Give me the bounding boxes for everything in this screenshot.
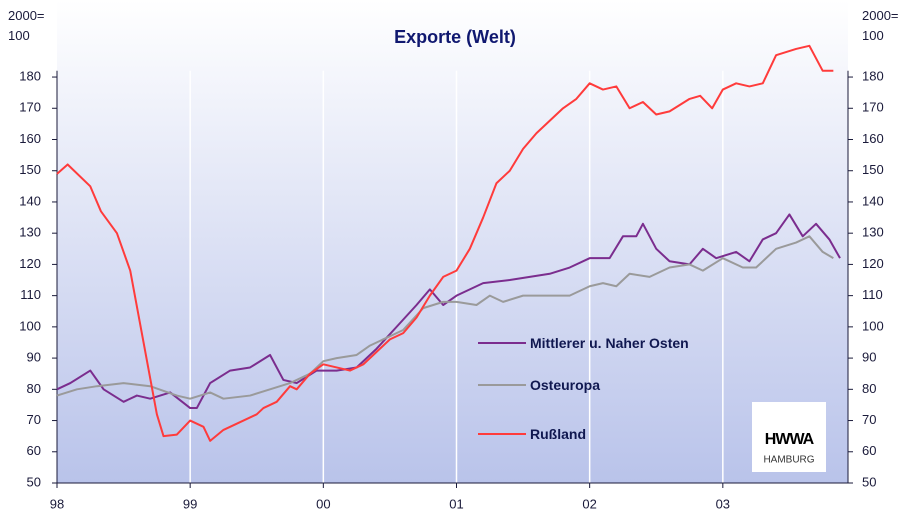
y-unit-right: 2000= 100	[862, 8, 899, 43]
y2-tick-label: 160	[862, 131, 884, 146]
y-unit-left: 2000= 100	[8, 8, 45, 43]
y-tick-label: 120	[19, 256, 41, 271]
x-tick-label: 02	[582, 496, 596, 511]
y-tick-label: 110	[20, 287, 41, 302]
y-tick-label: 60	[27, 443, 41, 458]
y-tick-label: 100	[19, 318, 41, 333]
x-tick-label: 99	[183, 496, 197, 511]
y-tick-label: 160	[19, 131, 41, 146]
y-tick-label: 150	[19, 162, 41, 177]
legend-label: Rußland	[530, 426, 586, 442]
y2-tick-label: 180	[862, 68, 884, 83]
y2-tick-label: 110	[862, 287, 883, 302]
y2-tick-label: 90	[862, 350, 876, 365]
y-tick-label: 50	[27, 474, 41, 489]
x-tick-label: 00	[316, 496, 330, 511]
series-line	[56, 44, 834, 442]
y2-tick-label: 130	[862, 225, 884, 240]
legend-label: Osteuropa	[530, 377, 601, 393]
y2-tick-label: 150	[862, 162, 884, 177]
y-tick-label: 80	[27, 381, 41, 396]
logo-subtitle: HAMBURG	[763, 455, 814, 466]
x-tick-label: 03	[716, 496, 730, 511]
y2-tick-label: 70	[862, 412, 876, 427]
y2-tick-label: 50	[862, 474, 876, 489]
plot-background	[57, 0, 848, 483]
logo-box	[752, 402, 826, 472]
y2-tick-label: 120	[862, 256, 884, 271]
y-tick-label: 90	[27, 350, 41, 365]
y-tick-label: 180	[19, 68, 41, 83]
x-tick-label: 98	[50, 496, 64, 511]
series-line	[56, 213, 841, 410]
y2-tick-label: 80	[862, 381, 876, 396]
x-tick-label: 01	[449, 496, 463, 511]
y-tick-label: 130	[19, 225, 41, 240]
y-tick-label: 140	[19, 193, 41, 208]
y2-tick-label: 170	[862, 100, 884, 115]
y2-tick-label: 140	[862, 193, 884, 208]
logo-title: HWWA	[765, 431, 815, 448]
legend-label: Mittlerer u. Naher Osten	[530, 335, 689, 351]
chart-title: Exporte (Welt)	[394, 27, 516, 47]
y2-tick-label: 60	[862, 443, 876, 458]
y-tick-label: 170	[19, 100, 41, 115]
series-line	[56, 235, 834, 400]
y-tick-label: 70	[27, 412, 41, 427]
y2-tick-label: 100	[862, 318, 884, 333]
